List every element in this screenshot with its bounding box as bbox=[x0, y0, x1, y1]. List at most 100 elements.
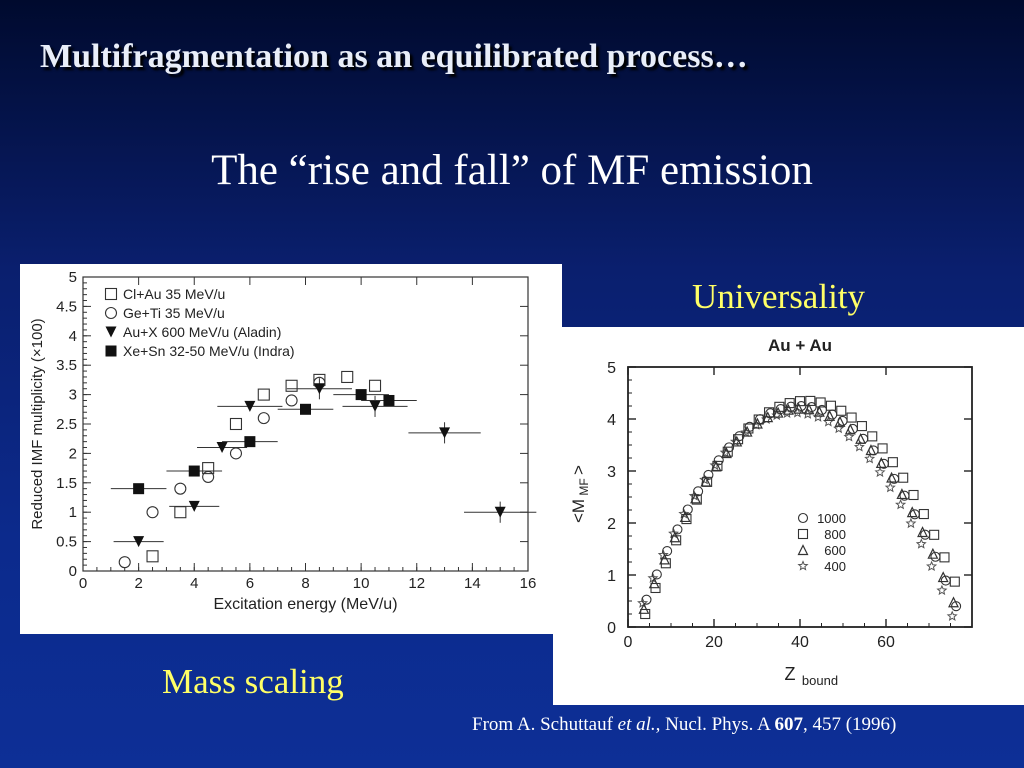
data-point bbox=[703, 469, 714, 480]
y-tick-label: 5 bbox=[69, 269, 77, 286]
data-point bbox=[313, 383, 325, 395]
legend-label: Xe+Sn 32-50 MeV/u (Indra) bbox=[123, 343, 295, 359]
data-point bbox=[856, 421, 867, 432]
data-point bbox=[188, 465, 200, 477]
data-point bbox=[877, 443, 888, 454]
y-tick-label: 0.5 bbox=[56, 534, 77, 551]
legend-marker bbox=[797, 512, 809, 524]
data-point bbox=[774, 401, 785, 412]
data-point bbox=[720, 447, 732, 459]
data-point bbox=[929, 529, 940, 540]
data-point bbox=[837, 415, 848, 426]
legend-marker bbox=[797, 560, 809, 571]
data-point bbox=[937, 571, 949, 583]
data-point bbox=[803, 403, 815, 415]
data-point bbox=[753, 414, 764, 425]
data-point bbox=[813, 405, 825, 417]
y-axis-label-sub: MF bbox=[577, 478, 591, 495]
data-point bbox=[672, 524, 683, 535]
legend-label: Cl+Au 35 MeV/u bbox=[123, 286, 225, 302]
legend-bg bbox=[795, 558, 855, 573]
data-point bbox=[895, 498, 907, 510]
y-tick-label: 4 bbox=[607, 412, 616, 429]
slide-title: Multifragmentation as an equilibrated pr… bbox=[40, 38, 748, 75]
data-point bbox=[926, 560, 938, 572]
data-point bbox=[659, 553, 671, 565]
citation-etal: et al., bbox=[617, 714, 661, 735]
data-point bbox=[118, 556, 131, 569]
data-point bbox=[341, 370, 354, 384]
legend-label: 1000 bbox=[817, 511, 846, 526]
citation-volume: 607 bbox=[774, 714, 803, 735]
data-point bbox=[257, 412, 270, 425]
data-point bbox=[896, 488, 908, 500]
data-point bbox=[951, 601, 962, 612]
legend-label: 400 bbox=[824, 559, 846, 574]
data-point bbox=[833, 422, 845, 434]
data-point bbox=[722, 446, 733, 457]
legend-marker bbox=[797, 544, 809, 556]
y-tick-label: 3.5 bbox=[56, 357, 77, 374]
data-point bbox=[216, 442, 228, 454]
data-point bbox=[368, 379, 382, 392]
data-point bbox=[702, 476, 713, 487]
slide-subtitle: The “rise and fall” of MF emission bbox=[211, 147, 813, 194]
data-point bbox=[669, 531, 681, 543]
data-point bbox=[641, 594, 652, 605]
data-point bbox=[719, 446, 731, 458]
y-tick-label: 0 bbox=[607, 620, 616, 637]
legend-bg bbox=[795, 526, 855, 541]
chart-title: Au + Au bbox=[768, 336, 832, 355]
data-point bbox=[733, 434, 744, 445]
y-axis-label: <M bbox=[569, 499, 588, 523]
legend-marker bbox=[104, 287, 118, 301]
y-tick-label: 4 bbox=[69, 328, 77, 345]
data-point bbox=[174, 482, 187, 495]
data-point bbox=[775, 404, 786, 415]
data-point bbox=[936, 584, 948, 596]
data-point bbox=[946, 610, 958, 621]
data-point bbox=[846, 412, 857, 423]
citation-text: From A. Schuttauf et al., Nucl. Phys. A … bbox=[472, 714, 896, 736]
data-point bbox=[734, 431, 745, 442]
data-point bbox=[202, 462, 215, 475]
mass-scaling-label: Mass scaling bbox=[162, 662, 344, 701]
y-tick-label: 2 bbox=[607, 516, 616, 533]
data-point bbox=[772, 406, 784, 418]
citation-journal: Nucl. Phys. A bbox=[660, 714, 775, 735]
data-point bbox=[699, 474, 711, 485]
citation-prefix: From A. Schuttauf bbox=[472, 714, 618, 735]
data-point bbox=[927, 547, 939, 559]
data-point bbox=[909, 509, 920, 520]
data-point bbox=[257, 388, 270, 401]
data-point bbox=[671, 535, 682, 546]
data-point bbox=[229, 447, 243, 460]
x-tick-label: 16 bbox=[520, 575, 537, 592]
legend-marker bbox=[797, 528, 809, 540]
data-point bbox=[146, 550, 159, 563]
citation-rest: , 457 (1996) bbox=[802, 714, 897, 735]
y-axis-label-group: <M MF > bbox=[569, 465, 591, 523]
data-point bbox=[640, 608, 651, 620]
data-point bbox=[229, 417, 243, 431]
data-point bbox=[188, 500, 200, 512]
x-tick-label: 2 bbox=[134, 575, 142, 592]
data-point bbox=[244, 400, 256, 412]
legend-marker bbox=[104, 306, 118, 320]
y-tick-label: 3 bbox=[69, 387, 77, 404]
x-tick-label: 4 bbox=[190, 575, 198, 592]
data-point bbox=[915, 538, 927, 549]
data-point bbox=[853, 441, 865, 452]
data-point bbox=[691, 494, 702, 505]
data-point bbox=[763, 407, 775, 418]
data-point bbox=[713, 455, 724, 466]
data-point bbox=[805, 395, 816, 406]
x-tick-label: 12 bbox=[408, 575, 425, 592]
data-point bbox=[285, 379, 298, 392]
x-axis-label: Z bbox=[785, 664, 796, 684]
legend-marker bbox=[105, 345, 117, 357]
data-point bbox=[843, 431, 855, 442]
legend-label: 600 bbox=[824, 543, 846, 558]
